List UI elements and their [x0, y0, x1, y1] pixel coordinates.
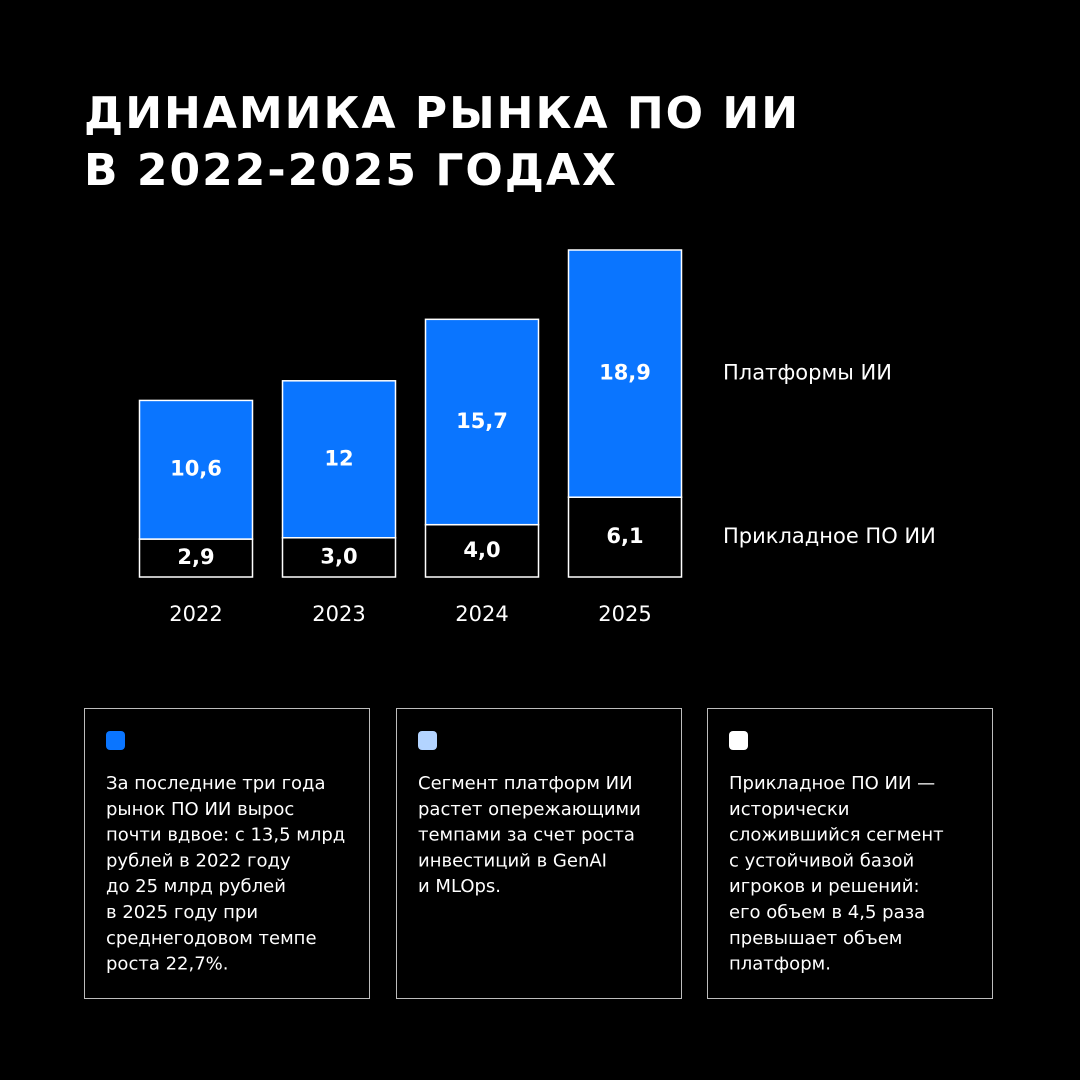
- note-marker: [418, 731, 437, 750]
- note-text: среднегодовом темпе: [106, 928, 317, 949]
- note-text: превышает объем: [729, 928, 902, 949]
- bar-segment: [138, 399, 254, 540]
- note-card: [396, 708, 682, 999]
- note-text: и MLOps.: [418, 876, 501, 897]
- x-tick-label: 2023: [312, 602, 365, 626]
- note-text: сложившийся сегмент: [729, 825, 944, 846]
- value-label: 4,0: [463, 538, 500, 562]
- bar-segment: [567, 249, 683, 498]
- value-label: 10,6: [170, 457, 222, 481]
- note-text: Прикладное ПО ИИ —: [729, 773, 935, 794]
- note-text: роста 22,7%.: [106, 954, 228, 975]
- chart-title: В 2022-2025 ГОДАХ: [84, 145, 618, 196]
- value-label: 18,9: [599, 361, 651, 385]
- note-text: его объем в 4,5 раза: [729, 902, 925, 923]
- value-label: 15,7: [456, 409, 508, 433]
- note-text: растет опережающими: [418, 799, 641, 820]
- x-tick-label: 2025: [598, 602, 651, 626]
- note-text: За последние три года: [106, 773, 326, 794]
- note-card: [84, 708, 370, 999]
- note-text: с устойчивой базой: [729, 850, 914, 871]
- note-card: [707, 708, 993, 999]
- value-label: 12: [324, 446, 353, 470]
- bar-segment: [424, 318, 540, 526]
- bar-segment: [281, 380, 397, 539]
- note-text: исторически: [729, 799, 849, 820]
- bar-segment: [424, 523, 540, 578]
- bar-segment: [281, 537, 397, 578]
- x-tick-label: 2024: [455, 602, 508, 626]
- note-text: Сегмент платформ ИИ: [418, 773, 633, 794]
- value-label: 2,9: [177, 545, 214, 569]
- note-marker: [729, 731, 748, 750]
- note-text: инвестиций в GenAI: [418, 850, 607, 871]
- note-text: до 25 млрд рублей: [106, 876, 286, 897]
- note-text: почти вдвое: с 13,5 млрд: [106, 825, 345, 846]
- legend-label: Прикладное ПО ИИ: [723, 524, 936, 548]
- note-text: темпами за счет роста: [418, 825, 635, 846]
- chart-title: ДИНАМИКА РЫНКА ПО ИИ: [84, 88, 800, 139]
- note-text: в 2025 году при: [106, 902, 258, 923]
- note-text: рынок ПО ИИ вырос: [106, 799, 294, 820]
- x-tick-label: 2022: [169, 602, 222, 626]
- note-text: игроков и решений:: [729, 876, 920, 897]
- value-label: 6,1: [606, 524, 643, 548]
- note-text: рублей в 2022 году: [106, 850, 291, 871]
- legend-label: Платформы ИИ: [723, 361, 892, 385]
- bar-segment: [567, 496, 683, 578]
- note-text: платформ.: [729, 954, 831, 975]
- note-marker: [106, 731, 125, 750]
- value-label: 3,0: [320, 544, 357, 568]
- bar-segment: [138, 538, 254, 578]
